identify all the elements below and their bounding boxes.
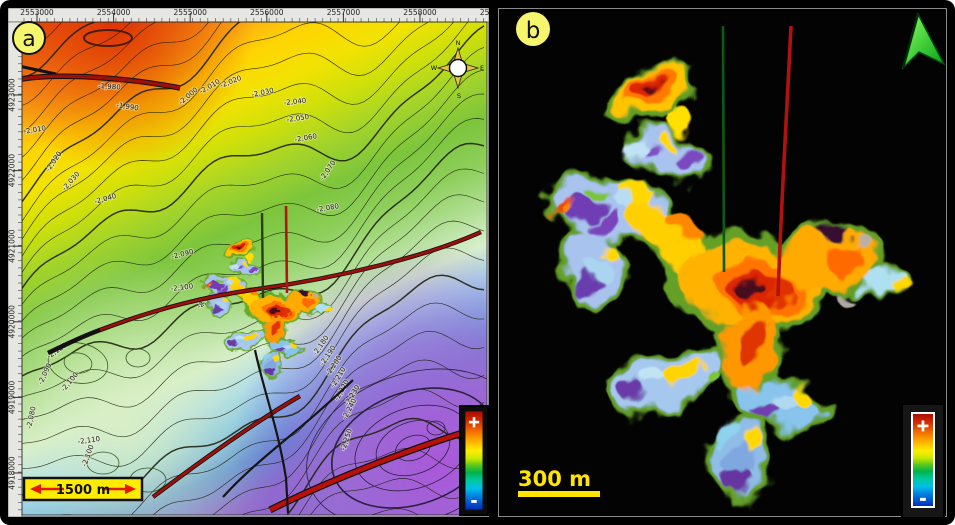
axis-label-top: 2556000: [250, 8, 284, 17]
contour-lines: [22, 22, 485, 515]
panel-a-label-badge: a: [12, 21, 46, 55]
contour-line: [22, 22, 132, 106]
axis-label-left: 4921000: [8, 229, 17, 263]
north-arrow-icon: [901, 11, 946, 71]
axis-label-top: 2558000: [403, 8, 437, 17]
well-green: [721, 25, 726, 273]
well-path-green: [260, 212, 265, 299]
axis-label-left: 4919000: [8, 380, 17, 414]
compass-e-label: E: [480, 64, 484, 72]
axis-label-top: 2555000: [173, 8, 207, 17]
map-area: -1,980-1,990-2,000-2,010-2,020-2,010-2,0…: [22, 22, 487, 515]
colorbar-b-plus: +: [916, 416, 929, 435]
compass-s-label: S: [457, 92, 461, 100]
contour-line: [22, 168, 485, 398]
well-path-red: [284, 205, 289, 294]
top-ruler-marks: 2553000 2554000 2555000 2556000 2557000 25580…: [20, 8, 489, 22]
colorbar-a: + -: [459, 405, 489, 516]
scale-arrow-left-icon: [30, 484, 41, 494]
scale-bar-b-line: [518, 491, 600, 497]
contour-line: [22, 22, 242, 203]
contour-label: -2,100: [170, 282, 193, 293]
panel-b-label-badge: b: [516, 12, 550, 46]
axis-label-top: 2553000: [20, 8, 54, 17]
contour-line: [22, 25, 485, 289]
axis-label-top: 2554000: [97, 8, 131, 17]
contour-line: [22, 194, 485, 420]
contour-line: [22, 22, 469, 273]
contour-line: [22, 22, 158, 133]
scale-label-b: 300 m: [518, 467, 591, 491]
contour-line: [22, 220, 485, 444]
contour-line: [309, 477, 485, 515]
colorbar-a-minus: -: [471, 492, 477, 510]
contour-line: [22, 22, 222, 181]
contour-line: [212, 359, 485, 515]
contour-line: [22, 22, 455, 257]
contour-line: [22, 47, 485, 305]
panel-a-contour-map: -1,980-1,990-2,000-2,010-2,020-2,010-2,0…: [8, 8, 489, 517]
contour-line: [22, 22, 430, 240]
contour-label: -1,980: [98, 82, 121, 92]
contour-line: [22, 69, 485, 322]
axis-label-top: 2559000: [480, 8, 489, 17]
contour-line: [370, 500, 485, 515]
contour-line: [22, 22, 401, 222]
compass-center: [448, 58, 468, 78]
axis-label-top: 2557000: [327, 8, 361, 17]
colorbar-b-minus: -: [920, 489, 927, 508]
panel-a-label: a: [22, 27, 35, 52]
contour-line: [22, 22, 210, 158]
colorbar-a-plus: +: [468, 413, 481, 431]
colorbar-b: + -: [901, 403, 945, 517]
panel-b-label: b: [526, 18, 541, 44]
axis-label-left: 4920000: [8, 305, 17, 339]
contour-line: [286, 417, 485, 515]
scale-bar-a: 1500 m: [22, 476, 144, 502]
well-red: [776, 25, 793, 297]
contour-line: [22, 93, 485, 339]
compass-rose: N E S W: [431, 39, 484, 100]
contour-line: [59, 302, 485, 515]
scale-arrow-right-icon: [125, 484, 136, 494]
left-ruler-marks: 4923000 4922000 4921000 4920000 4919000 49180…: [8, 25, 22, 511]
panel-b-3d-view: 300 m + - b: [498, 8, 947, 517]
fault-lines: [22, 65, 487, 514]
axis-label-left: 4922000: [8, 154, 17, 188]
contour-line: [22, 247, 485, 469]
axis-label-left: 4923000: [8, 78, 17, 112]
contour-label: -2,040: [283, 97, 306, 107]
axis-label-left: 4918000: [8, 456, 17, 490]
compass-w-label: W: [431, 64, 438, 72]
scale-label-a: 1500 m: [56, 483, 110, 498]
compass-n-label: N: [456, 39, 461, 47]
scale-bar-b: 300 m: [518, 467, 600, 497]
